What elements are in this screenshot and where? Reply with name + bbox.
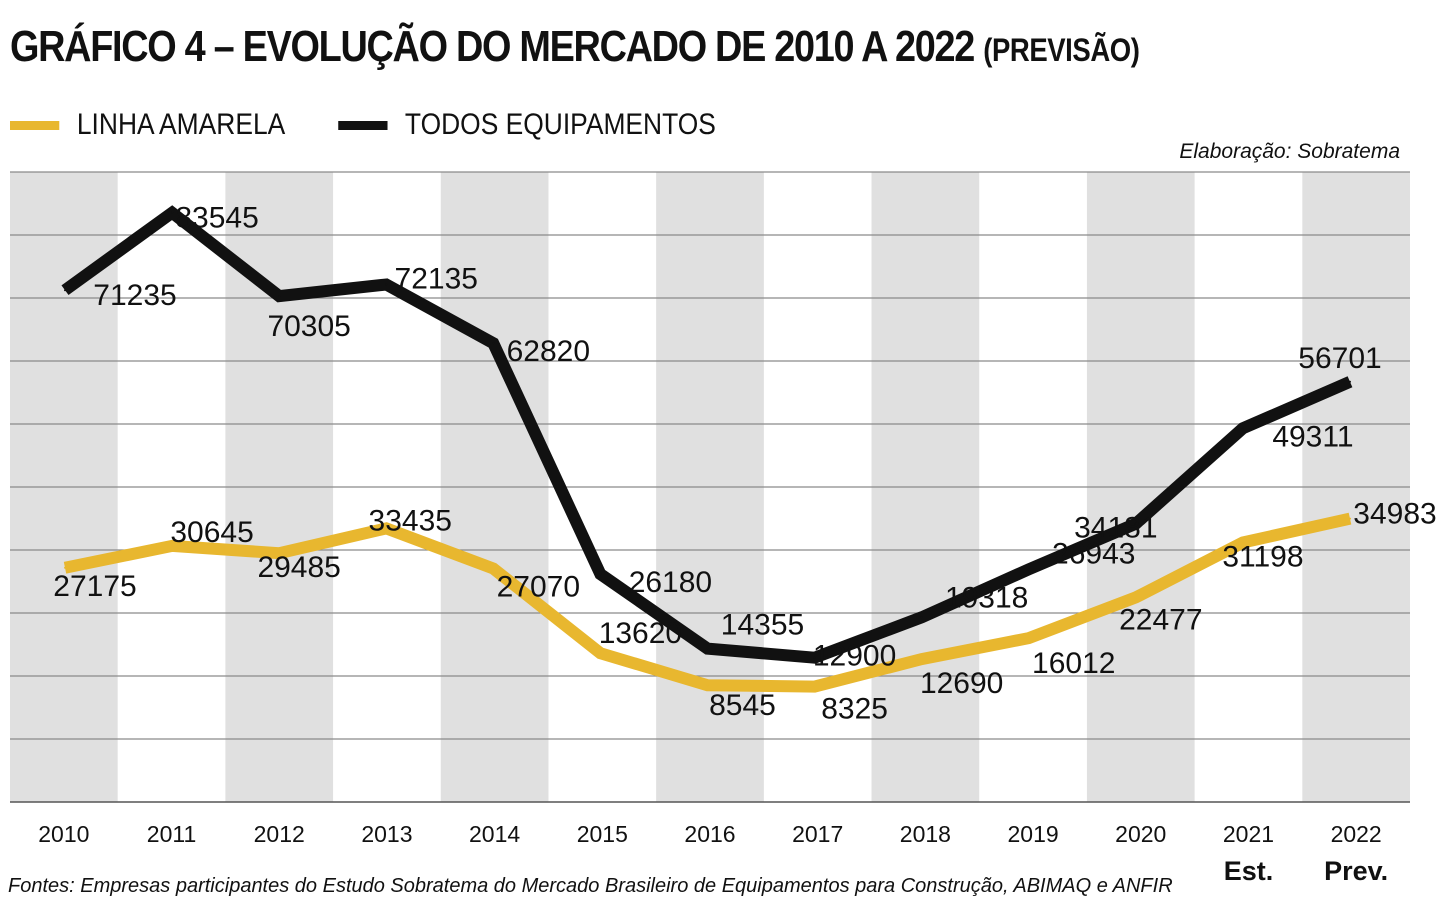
credit-text: Elaboração: Sobratema [1179, 140, 1400, 163]
data-label-yellow-2011: 30645 [170, 516, 253, 549]
point-yellow-2019 [1027, 637, 1030, 640]
point-yellow-2010 [64, 566, 66, 569]
point-yellow-2012 [278, 552, 281, 555]
x-tick-label-2013: 2013 [361, 821, 412, 847]
point-black-2015 [599, 573, 602, 576]
x-tick-label-2021: 2021 [1223, 821, 1274, 847]
data-label-black-2017: 12900 [813, 640, 896, 673]
x-tick-label-2014: 2014 [469, 821, 520, 847]
point-black-2013 [385, 283, 388, 286]
x-tick-label-2022: 2022 [1331, 821, 1382, 847]
point-yellow-2017 [813, 685, 816, 688]
data-label-black-2011: 83545 [175, 202, 258, 235]
data-label-black-2016: 14355 [721, 609, 804, 642]
point-yellow-2020 [1134, 596, 1137, 599]
point-yellow-2016 [706, 684, 709, 687]
point-black-2016 [706, 647, 709, 650]
point-black-2020 [1134, 522, 1137, 525]
x-tick-label-2012: 2012 [254, 821, 305, 847]
data-label-yellow-2020: 22477 [1119, 603, 1202, 636]
point-black-2018 [920, 616, 923, 619]
data-label-yellow-2022: 34983 [1353, 498, 1436, 531]
point-yellow-2014 [492, 567, 495, 570]
point-black-2021 [1241, 427, 1244, 430]
x-tick-label-2020: 2020 [1115, 821, 1166, 847]
point-black-2017 [813, 656, 816, 659]
legend: LINHA AMARELA TODOS EQUIPAMENTOS [10, 108, 769, 142]
point-black-2010 [64, 289, 66, 292]
x-tick-label-2016: 2016 [684, 821, 735, 847]
point-yellow-2018 [920, 658, 923, 661]
point-black-2022 [1349, 380, 1351, 383]
legend-label-linha-amarela: LINHA AMARELA [76, 108, 286, 141]
data-label-yellow-2015: 13620 [599, 617, 682, 650]
legend-item-linha-amarela: LINHA AMARELA [10, 108, 285, 142]
x-tick-label-2010: 2010 [38, 821, 89, 847]
point-yellow-2022 [1349, 517, 1351, 520]
x-tick-sublabel-2022: Prev. [1324, 856, 1388, 886]
x-tick-label-2017: 2017 [792, 821, 843, 847]
point-black-2019 [1027, 568, 1030, 571]
point-black-2011 [171, 211, 174, 214]
data-label-black-2021: 49311 [1272, 420, 1353, 453]
point-yellow-2015 [599, 652, 602, 655]
data-label-black-2018: 19318 [945, 581, 1028, 614]
data-label-black-2014: 62820 [507, 335, 590, 368]
x-tick-label-2011: 2011 [147, 821, 196, 847]
data-label-black-2020: 34181 [1074, 512, 1157, 545]
legend-label-todos-equipamentos: TODOS EQUIPAMENTOS [404, 108, 716, 141]
point-yellow-2021 [1241, 541, 1244, 544]
legend-swatch-yellow [10, 120, 60, 130]
x-tick-label-2018: 2018 [900, 821, 951, 847]
x-tick-label-2019: 2019 [1007, 821, 1058, 847]
data-label-yellow-2010: 27175 [53, 570, 136, 603]
data-label-yellow-2019: 16012 [1032, 647, 1115, 680]
data-label-black-2015: 26180 [629, 566, 712, 599]
x-tick-label-2015: 2015 [577, 821, 628, 847]
data-label-yellow-2021: 31198 [1222, 540, 1303, 573]
data-label-black-2012: 70305 [267, 310, 350, 343]
legend-swatch-black [338, 120, 388, 130]
point-yellow-2011 [171, 544, 174, 547]
data-label-yellow-2016: 8545 [709, 689, 776, 722]
data-label-yellow-2013: 33435 [369, 504, 452, 537]
data-label-black-2019: 26943 [1052, 537, 1135, 570]
data-label-black-2013: 72135 [395, 263, 478, 296]
chart-title-main: GRÁFICO 4 – EVOLUÇÃO DO MERCADO DE 2010 … [10, 22, 975, 71]
data-label-yellow-2018: 12690 [920, 667, 1003, 700]
chart-title-suffix: (PREVISÃO) [983, 32, 1140, 68]
point-black-2012 [278, 295, 281, 298]
legend-item-todos-equipamentos: TODOS EQUIPAMENTOS [338, 108, 716, 142]
data-label-yellow-2017: 8325 [821, 693, 888, 726]
data-label-yellow-2012: 29485 [257, 551, 340, 584]
point-black-2014 [492, 342, 495, 345]
data-label-yellow-2014: 27070 [497, 570, 580, 603]
data-label-black-2010: 71235 [93, 279, 176, 312]
source-note: Fontes: Empresas participantes do Estudo… [8, 875, 1173, 897]
x-tick-sublabel-2021: Est. [1224, 856, 1274, 886]
chart-title: GRÁFICO 4 – EVOLUÇÃO DO MERCADO DE 2010 … [10, 22, 1140, 72]
data-label-black-2022: 56701 [1298, 342, 1381, 375]
point-yellow-2013 [385, 527, 388, 530]
